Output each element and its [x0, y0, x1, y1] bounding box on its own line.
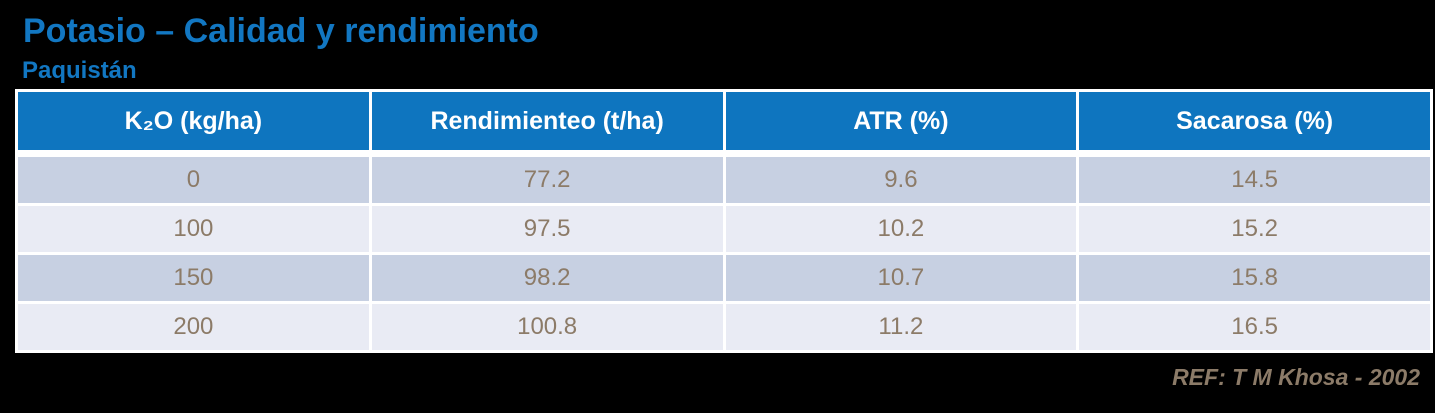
- table-header: K₂O (kg/ha) Rendimienteo (t/ha) ATR (%) …: [18, 92, 1430, 154]
- cell-sacarosa: 14.5: [1079, 157, 1430, 203]
- data-table: K₂O (kg/ha) Rendimienteo (t/ha) ATR (%) …: [15, 89, 1433, 353]
- cell-sacarosa: 15.8: [1079, 255, 1430, 301]
- cell-rendimiento: 98.2: [371, 255, 723, 301]
- cell-atr: 10.7: [725, 255, 1077, 301]
- cell-k2o: 200: [18, 304, 369, 350]
- reference-text: REF: T M Khosa - 2002: [1172, 364, 1420, 390]
- cell-sacarosa: 16.5: [1079, 304, 1430, 350]
- cell-k2o: 100: [18, 206, 369, 252]
- table-row-3: 150 98.2 10.7 15.8: [18, 255, 1430, 301]
- slide-subtitle: Paquistán: [22, 57, 137, 84]
- table-row-1: 0 77.2 9.6 14.5: [18, 157, 1430, 203]
- cell-sacarosa: 15.2: [1079, 206, 1430, 252]
- table-row-2: 100 97.5 10.2 15.2: [18, 206, 1430, 252]
- table-header-row: K₂O (kg/ha) Rendimienteo (t/ha) ATR (%) …: [18, 92, 1430, 154]
- col-header-atr: ATR (%): [725, 92, 1077, 154]
- cell-k2o: 150: [18, 255, 369, 301]
- cell-atr: 10.2: [725, 206, 1077, 252]
- table-row-4: 200 100.8 11.2 16.5: [18, 304, 1430, 350]
- cell-rendimiento: 97.5: [371, 206, 723, 252]
- slide-title: Potasio – Calidad y rendimiento: [23, 12, 539, 50]
- col-header-rendimiento: Rendimienteo (t/ha): [371, 92, 723, 154]
- table-body: 0 77.2 9.6 14.5 100 97.5 10.2 15.2 150 9…: [18, 157, 1430, 350]
- col-header-k2o: K₂O (kg/ha): [18, 92, 369, 154]
- cell-rendimiento: 100.8: [371, 304, 723, 350]
- col-header-sacarosa: Sacarosa (%): [1079, 92, 1430, 154]
- cell-atr: 11.2: [725, 304, 1077, 350]
- cell-atr: 9.6: [725, 157, 1077, 203]
- cell-k2o: 0: [18, 157, 369, 203]
- cell-rendimiento: 77.2: [371, 157, 723, 203]
